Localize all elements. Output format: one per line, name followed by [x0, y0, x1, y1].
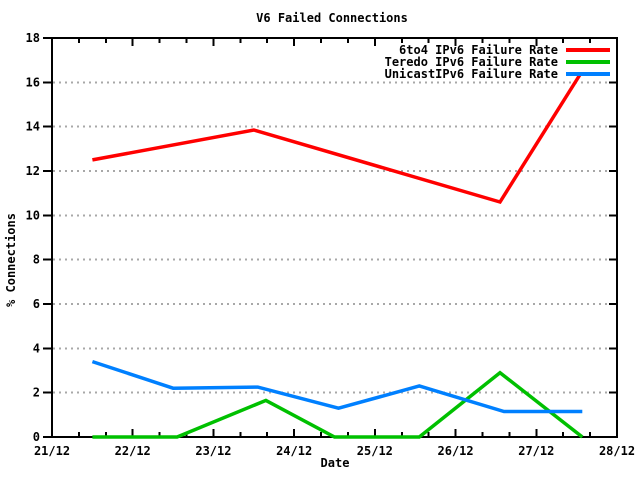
y-tick-label-4: 4	[33, 341, 40, 355]
x-tick-label-21: 21/12	[34, 444, 70, 458]
x-tick-label-26: 26/12	[438, 444, 474, 458]
legend-label-unicast: UnicastIPv6 Failure Rate	[385, 67, 558, 81]
y-tick-label-18: 18	[26, 31, 40, 45]
chart-title: V6 Failed Connections	[256, 11, 408, 25]
y-tick-label-2: 2	[33, 386, 40, 400]
y-tick-label-14: 14	[26, 120, 40, 134]
series-line-6to4	[92, 72, 583, 205]
plot-layer: 0 2 4 6 8 10 12 14 16 18 21/12 22/12 23/12 24/12 25/12…	[26, 31, 636, 458]
y-tick-label-0: 0	[33, 430, 40, 444]
y-tick-label-10: 10	[26, 208, 40, 222]
y-axis-label: % Connections	[4, 213, 18, 307]
x-tick-label-28: 28/12	[599, 444, 635, 458]
x-tick-label-23: 23/12	[195, 444, 231, 458]
series-line-unicast	[91, 359, 583, 414]
legend-label-teredo: Teredo IPv6 Failure Rate	[385, 55, 558, 69]
x-tick-label-24: 24/12	[276, 444, 312, 458]
y-tick-label-6: 6	[33, 297, 40, 311]
x-tick-label-25: 25/12	[357, 444, 393, 458]
x-tick-label-27: 27/12	[518, 444, 554, 458]
y-tick-label-16: 16	[26, 75, 40, 89]
legend-label-6to4: 6to4 IPv6 Failure Rate	[399, 43, 558, 57]
y-tick-label-8: 8	[33, 253, 40, 267]
y-tick-label-12: 12	[26, 164, 40, 178]
x-tick-label-22: 22/12	[115, 444, 151, 458]
x-axis-label: Date	[321, 456, 350, 470]
series-line-teredo	[92, 370, 584, 439]
